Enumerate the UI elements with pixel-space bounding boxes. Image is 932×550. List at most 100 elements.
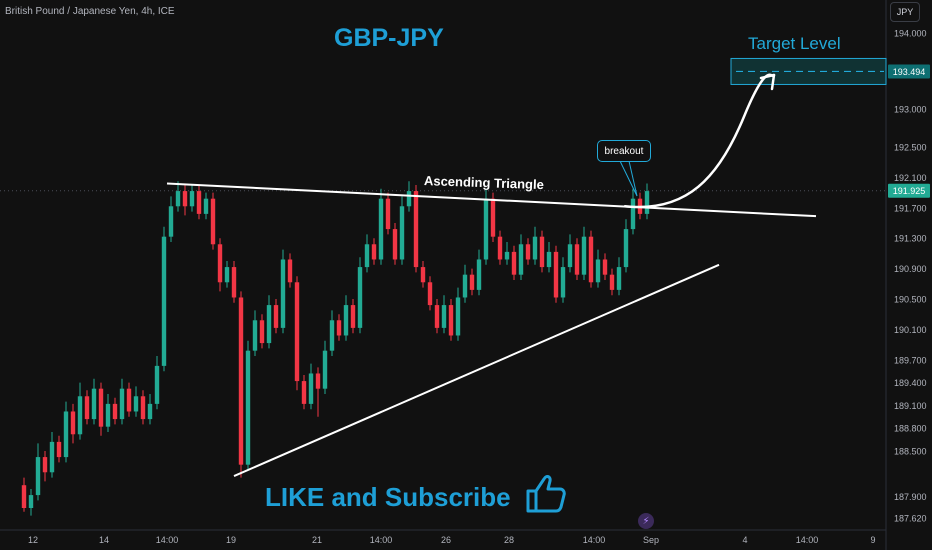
candle-body	[98, 388, 104, 427]
candle-body	[140, 396, 146, 420]
candle-body	[63, 411, 69, 458]
candle-body	[553, 251, 559, 298]
target-price-tag: 193.494	[893, 67, 926, 77]
symbol-description[interactable]: British Pound / Japanese Yen, 4h, ICE	[5, 6, 175, 17]
candle-body	[469, 274, 475, 290]
x-tick-label: 14:00	[370, 535, 393, 545]
lightning-icon[interactable]: ⚡	[638, 513, 654, 529]
candle-body	[455, 297, 461, 336]
candle-body	[28, 495, 34, 508]
candle-body	[567, 244, 573, 268]
candle-body	[112, 403, 118, 420]
chart-title-annotation: GBP-JPY	[334, 24, 444, 52]
x-tick-label: Sep	[643, 535, 659, 545]
candle-body	[630, 198, 636, 230]
candle-body	[126, 388, 132, 412]
candle-body	[546, 251, 552, 268]
y-tick-label: 191.300	[894, 234, 927, 244]
candle-body	[532, 236, 538, 260]
currency-button[interactable]: JPY	[890, 2, 920, 22]
candle-body	[385, 198, 391, 230]
last-price-tag-bg	[888, 183, 930, 198]
candle-body	[462, 274, 468, 298]
y-tick-label: 188.800	[894, 424, 927, 434]
y-tick-label: 189.700	[894, 355, 927, 365]
candle-body	[518, 244, 524, 275]
candle-body	[161, 236, 167, 366]
candle-body	[434, 305, 440, 328]
candle-body	[231, 267, 237, 298]
candle-body	[119, 388, 125, 420]
x-tick-label: 28	[504, 535, 514, 545]
candle-body	[217, 244, 223, 283]
projected-path-arrowhead	[759, 73, 776, 91]
candle-body	[294, 282, 300, 382]
candle-body	[245, 350, 251, 465]
candle-body	[427, 282, 433, 306]
candle-body	[497, 236, 503, 260]
candle-body	[56, 441, 62, 458]
x-tick-label: 14:00	[796, 535, 819, 545]
candle-body	[308, 373, 314, 404]
candle-body	[329, 320, 335, 351]
candle-body	[539, 236, 545, 268]
last-price-tag: 191.925	[893, 186, 926, 196]
candle-body	[49, 441, 55, 473]
candle-body	[574, 244, 580, 275]
candle-body	[315, 373, 321, 389]
candle-body	[84, 396, 90, 420]
candle-body	[252, 320, 258, 351]
x-tick-label: 14:00	[583, 535, 606, 545]
candle-body	[602, 259, 608, 275]
candle-body	[322, 350, 328, 389]
x-tick-label: 14	[99, 535, 109, 545]
candle-body	[91, 388, 97, 420]
breakout-pointer	[619, 160, 638, 197]
y-tick-label: 189.100	[894, 401, 927, 411]
candle-body	[560, 267, 566, 298]
candle-body	[42, 457, 48, 473]
candle-body	[266, 305, 272, 344]
candle-body	[504, 251, 510, 260]
candle-body	[224, 267, 230, 283]
candle-body	[420, 267, 426, 283]
y-tick-label: 188.500	[894, 447, 927, 457]
candle-body	[448, 305, 454, 336]
candle-body	[133, 396, 139, 412]
candle-body	[154, 365, 160, 404]
candle-body	[105, 403, 111, 427]
candle-body	[364, 244, 370, 268]
candle-body	[357, 267, 363, 328]
candle-body	[392, 229, 398, 260]
candle-body	[238, 297, 244, 465]
like-subscribe-text: LIKE and Subscribe	[265, 482, 511, 512]
x-tick-label: 21	[312, 535, 322, 545]
candle-body	[350, 305, 356, 328]
breakout-callout: breakout	[597, 140, 651, 162]
y-tick-label: 194.000	[894, 29, 927, 39]
candle-body	[378, 198, 384, 260]
y-tick-label: 187.900	[894, 492, 927, 502]
thumbs-up-icon	[526, 475, 566, 513]
candle-body	[77, 396, 83, 435]
candle-body	[203, 198, 209, 214]
y-tick-label: 187.620	[894, 513, 927, 523]
x-tick-label: 4	[742, 535, 747, 545]
y-tick-label: 192.500	[894, 143, 927, 153]
x-tick-label: 12	[28, 535, 38, 545]
x-tick-label: 14:00	[156, 535, 179, 545]
y-tick-label: 190.900	[894, 264, 927, 274]
candle-body	[168, 206, 174, 237]
resistance-trendline	[166, 182, 817, 218]
candle-body	[21, 485, 27, 508]
candle-body	[287, 259, 293, 283]
candle-body	[595, 259, 601, 283]
candle-body	[616, 267, 622, 290]
candle-body	[35, 457, 41, 496]
candle-body	[196, 191, 202, 214]
y-tick-label: 190.100	[894, 325, 927, 335]
candle-body	[623, 229, 629, 268]
candle-body	[581, 236, 587, 275]
